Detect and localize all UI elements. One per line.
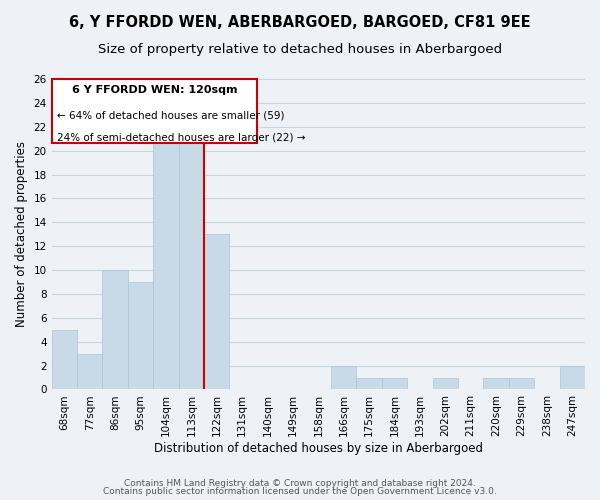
Bar: [509, 378, 534, 390]
Text: Contains public sector information licensed under the Open Government Licence v3: Contains public sector information licen…: [103, 487, 497, 496]
Bar: [153, 127, 179, 390]
Bar: [179, 127, 204, 390]
Bar: [560, 366, 585, 390]
Text: 6, Y FFORDD WEN, ABERBARGOED, BARGOED, CF81 9EE: 6, Y FFORDD WEN, ABERBARGOED, BARGOED, C…: [69, 15, 531, 30]
Bar: [331, 366, 356, 390]
Bar: [356, 378, 382, 390]
Bar: [204, 234, 229, 390]
Text: Size of property relative to detached houses in Aberbargoed: Size of property relative to detached ho…: [98, 42, 502, 56]
Bar: [103, 270, 128, 390]
Bar: [52, 330, 77, 390]
Bar: [77, 354, 103, 390]
Text: ← 64% of detached houses are smaller (59): ← 64% of detached houses are smaller (59…: [57, 110, 284, 120]
FancyBboxPatch shape: [52, 79, 257, 142]
Bar: [128, 282, 153, 390]
Y-axis label: Number of detached properties: Number of detached properties: [15, 141, 28, 327]
Text: Contains HM Land Registry data © Crown copyright and database right 2024.: Contains HM Land Registry data © Crown c…: [124, 478, 476, 488]
Bar: [484, 378, 509, 390]
Bar: [433, 378, 458, 390]
Text: 24% of semi-detached houses are larger (22) →: 24% of semi-detached houses are larger (…: [57, 134, 305, 143]
X-axis label: Distribution of detached houses by size in Aberbargoed: Distribution of detached houses by size …: [154, 442, 483, 455]
Bar: [382, 378, 407, 390]
Text: 6 Y FFORDD WEN: 120sqm: 6 Y FFORDD WEN: 120sqm: [71, 85, 237, 95]
